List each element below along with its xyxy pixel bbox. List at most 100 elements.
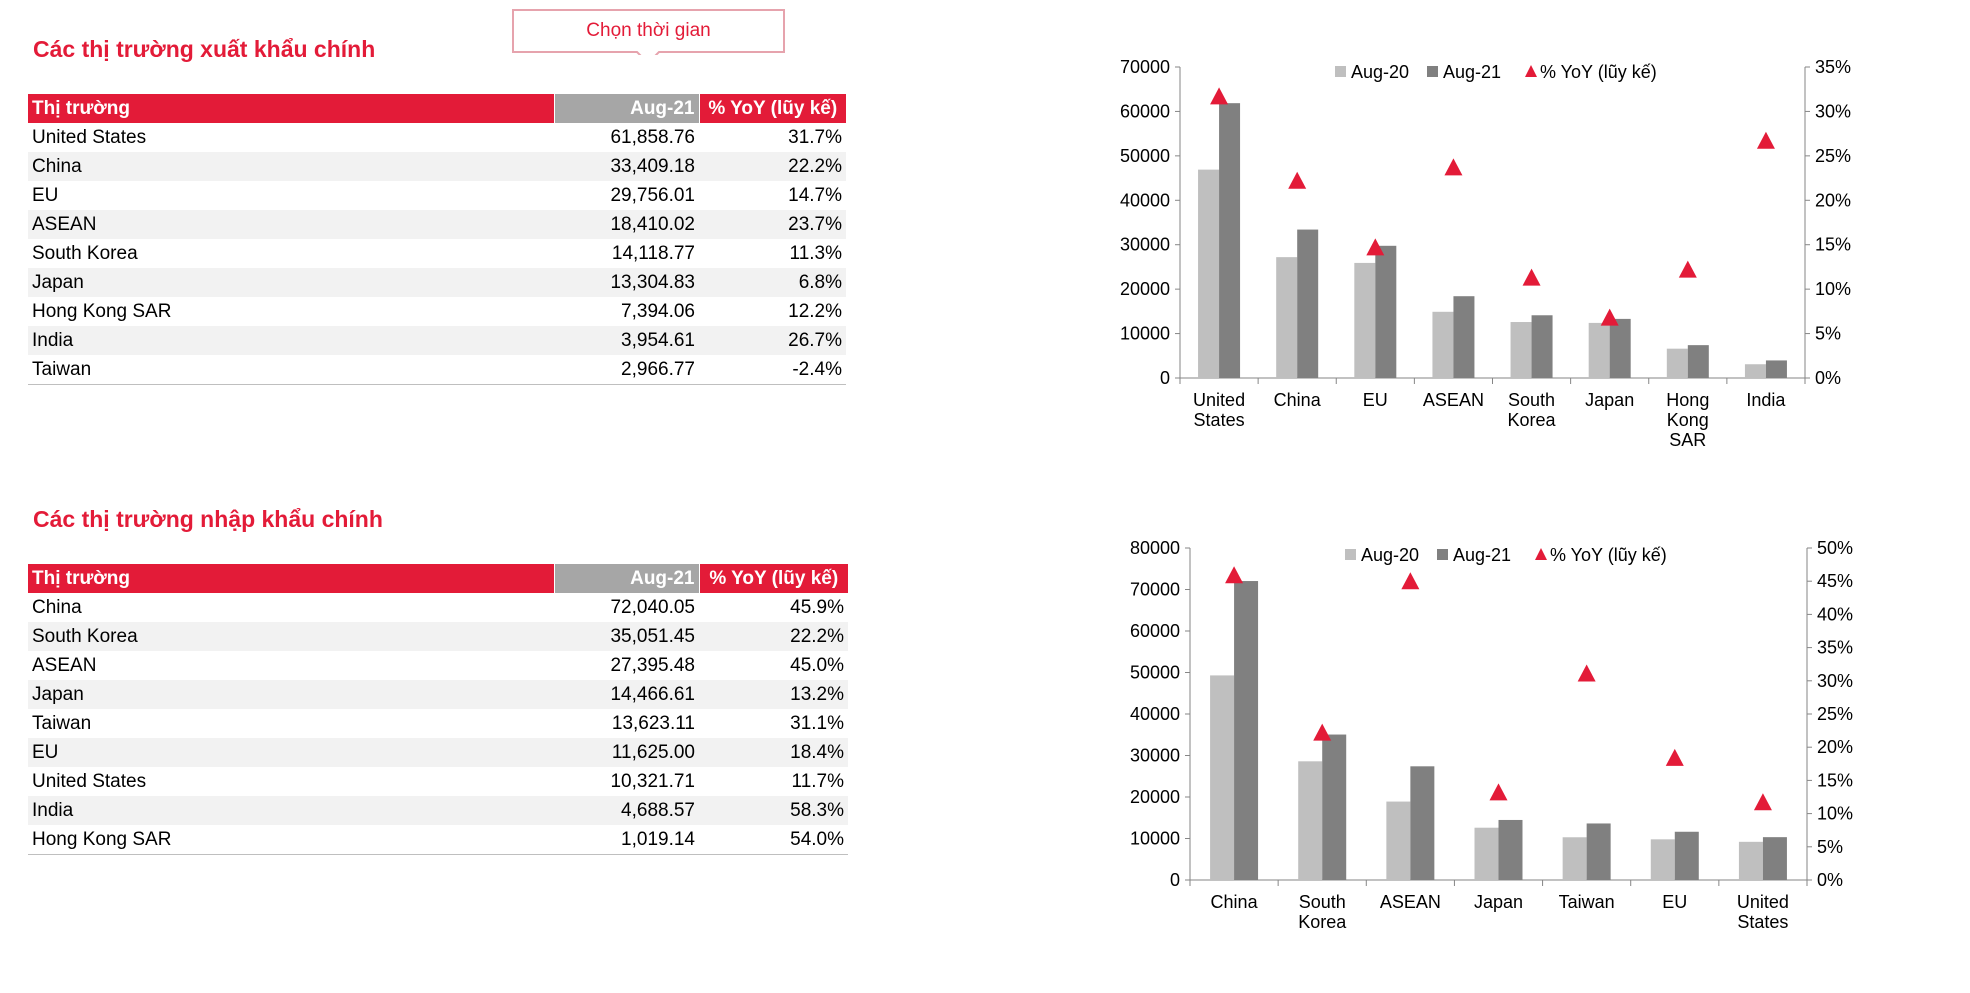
export-chart: 0 10000 20000 30000 40000 50000 60000 70000 0% 5%… <box>1120 57 1851 450</box>
y-right-tick-label: 50% <box>1817 538 1853 558</box>
table-header-row: Thị trường Aug-21 % YoY (lũy kế) <box>28 564 848 593</box>
cell-market: China <box>28 593 554 622</box>
bar-aug20 <box>1474 827 1499 880</box>
x-category-label: Taiwan <box>1559 892 1615 912</box>
bar-aug20 <box>1198 169 1220 378</box>
cell-value: 10,321.71 <box>554 767 699 796</box>
cell-value: 27,395.48 <box>554 651 699 680</box>
table-row: EU 29,756.01 14.7% <box>28 181 846 210</box>
cell-yoy: 23.7% <box>699 210 846 239</box>
legend-label-aug21: Aug-21 <box>1453 545 1511 565</box>
x-category-label: United <box>1193 390 1245 410</box>
yoy-marker <box>1600 308 1619 326</box>
y-left-tick-label: 0 <box>1170 870 1180 890</box>
y-right-tick-label: 45% <box>1817 571 1853 591</box>
y-left-tick-label: 20000 <box>1120 279 1170 299</box>
cell-market: ASEAN <box>28 210 554 239</box>
cell-yoy: 26.7% <box>699 326 846 355</box>
cell-market: Hong Kong SAR <box>28 297 554 326</box>
yoy-marker <box>1678 260 1697 278</box>
header-yoy: % YoY (lũy kế) <box>698 94 846 123</box>
bar-aug21 <box>1234 581 1259 880</box>
x-category-label: ASEAN <box>1423 390 1484 410</box>
callout-label: Chọn thời gian <box>586 20 711 41</box>
cell-value: 14,466.61 <box>554 680 699 709</box>
cell-market: Japan <box>28 268 554 297</box>
bar-aug20 <box>1210 675 1235 880</box>
cell-market: Hong Kong SAR <box>28 825 554 855</box>
legend-marker-yoy <box>1535 548 1547 560</box>
y-left-tick-label: 40000 <box>1120 190 1170 210</box>
bar-aug20 <box>1744 364 1766 378</box>
yoy-marker <box>1665 748 1684 766</box>
y-left-tick-label: 40000 <box>1130 704 1180 724</box>
header-aug21: Aug-21 <box>553 564 699 593</box>
yoy-marker <box>1313 723 1332 741</box>
legend-label-aug21: Aug-21 <box>1443 62 1501 82</box>
cell-value: 18,410.02 <box>554 210 699 239</box>
bar-aug20 <box>1510 322 1532 378</box>
y-right-tick-label: 15% <box>1817 770 1853 790</box>
x-category-label: Korea <box>1298 912 1347 932</box>
bar-aug21 <box>1322 734 1347 880</box>
y-left-tick-label: 30000 <box>1120 235 1170 255</box>
y-left-tick-label: 20000 <box>1130 787 1180 807</box>
header-market: Thị trường <box>28 564 554 593</box>
y-right-tick-label: 35% <box>1815 57 1851 77</box>
x-category-label: South <box>1299 892 1346 912</box>
cell-yoy: 6.8% <box>699 268 846 297</box>
bar-aug21 <box>1453 296 1475 378</box>
y-left-tick-label: 10000 <box>1130 829 1180 849</box>
table-row: United States 10,321.71 11.7% <box>28 767 848 796</box>
y-right-tick-label: 30% <box>1817 671 1853 691</box>
legend-swatch-aug20 <box>1345 549 1356 560</box>
cell-value: 13,304.83 <box>554 268 699 297</box>
x-category-label: Kong <box>1667 410 1709 430</box>
time-select-callout[interactable]: Chọn thời gian <box>511 8 786 65</box>
y-right-tick-label: 20% <box>1817 737 1853 757</box>
y-left-tick-label: 0 <box>1160 368 1170 388</box>
bar-aug21 <box>1375 245 1397 378</box>
y-right-tick-label: 25% <box>1817 704 1853 724</box>
table-header-row: Thị trường Aug-21 % YoY (lũy kế) <box>28 94 846 123</box>
x-category-label: States <box>1737 912 1788 932</box>
legend-marker-yoy <box>1525 65 1537 77</box>
cell-yoy: 45.0% <box>699 651 848 680</box>
cell-market: China <box>28 152 554 181</box>
x-category-label: EU <box>1662 892 1687 912</box>
bar-aug20 <box>1650 839 1675 880</box>
table-row: ASEAN 27,395.48 45.0% <box>28 651 848 680</box>
cell-yoy: 22.2% <box>699 622 848 651</box>
x-category-label: United <box>1737 892 1789 912</box>
legend-label-yoy: % YoY (lũy kế) <box>1550 545 1667 565</box>
y-left-tick-label: 30000 <box>1130 746 1180 766</box>
table-row: Taiwan 2,966.77 -2.4% <box>28 355 846 385</box>
y-left-tick-label: 60000 <box>1120 101 1170 121</box>
export-section-title: Các thị trường xuất khẩu chính <box>33 36 376 62</box>
yoy-marker <box>1577 664 1596 682</box>
bar-aug20 <box>1588 322 1610 378</box>
y-right-tick-label: 10% <box>1817 804 1853 824</box>
cell-market: United States <box>28 767 554 796</box>
cell-yoy: -2.4% <box>699 355 846 385</box>
bar-aug20 <box>1276 257 1298 378</box>
bar-aug21 <box>1674 831 1699 880</box>
yoy-marker <box>1366 238 1385 256</box>
cell-market: EU <box>28 181 554 210</box>
cell-market: India <box>28 796 554 825</box>
y-left-tick-label: 60000 <box>1130 621 1180 641</box>
cell-yoy: 58.3% <box>699 796 848 825</box>
y-right-tick-label: 0% <box>1817 870 1843 890</box>
legend-label-aug20: Aug-20 <box>1351 62 1409 82</box>
bar-aug21 <box>1609 318 1631 378</box>
cell-value: 11,625.00 <box>554 738 699 767</box>
x-category-label: Japan <box>1585 390 1634 410</box>
cell-yoy: 54.0% <box>699 825 848 855</box>
bar-aug20 <box>1562 837 1587 880</box>
y-right-tick-label: 40% <box>1817 604 1853 624</box>
bar-aug20 <box>1386 801 1411 880</box>
yoy-marker <box>1444 158 1463 176</box>
x-category-label: SAR <box>1669 430 1706 450</box>
cell-value: 72,040.05 <box>554 593 699 622</box>
cell-yoy: 12.2% <box>699 297 846 326</box>
